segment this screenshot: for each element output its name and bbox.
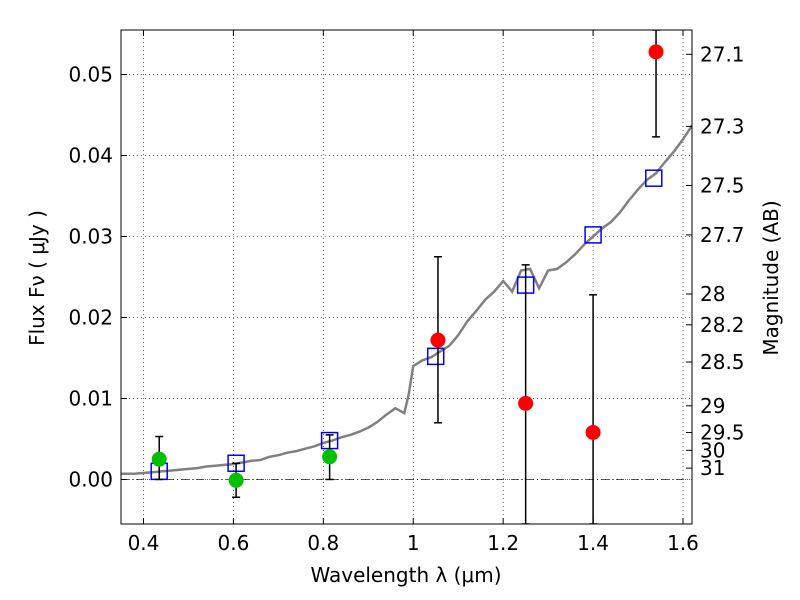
x-tick-label: 0.4: [128, 531, 160, 555]
plot-frame: [120, 29, 693, 525]
plot-area: [121, 30, 692, 524]
plot-marks: [121, 30, 692, 524]
magnitude-tick-label: 30: [700, 438, 725, 462]
magnitude-tick-label: 27.1: [700, 42, 745, 66]
model-photometry-square: [645, 169, 663, 187]
x-axis-ticks: 0.4 0.6 0.8 1 1.2 1.4 1.6: [128, 30, 699, 555]
magnitude-tick-label: 29.5: [700, 420, 745, 444]
model-spectrum-line: [121, 124, 692, 476]
green-data-point: [228, 472, 244, 488]
magnitude-tick-label: 27.7: [700, 223, 745, 247]
green-data-point: [151, 451, 167, 467]
x-tick-label: 1: [407, 531, 420, 555]
y2-axis-label: Magnitude (AB): [759, 200, 783, 355]
red-data-point: [648, 44, 664, 60]
green-data-point: [322, 449, 338, 465]
x-axis-label: Wavelength λ (μm): [310, 563, 501, 587]
red-data-point: [430, 332, 446, 348]
magnitude-tick-label: 27.3: [700, 114, 745, 138]
y-tick-label: 0.01: [68, 386, 113, 410]
x-tick-label: 0.8: [307, 531, 339, 555]
y-tick-label: 0.04: [68, 144, 113, 168]
y-tick-label: 0.03: [68, 225, 113, 249]
magnitude-tick-label: 28.2: [700, 313, 745, 337]
model-photometry-square: [584, 226, 602, 244]
red-data-point: [518, 395, 534, 411]
y-tick-label: 0.00: [68, 467, 113, 491]
model-photometry-square: [426, 347, 445, 366]
x-tick-label: 0.6: [217, 531, 249, 555]
x-tick-label: 1.2: [487, 531, 519, 555]
y-axis-label: Flux Fν ( μJy ): [25, 210, 49, 346]
y-tick-label: 0.02: [68, 305, 113, 329]
red-data-point: [585, 424, 601, 440]
magnitude-tick-label: 28.5: [700, 350, 745, 374]
magnitude-tick-label: 28: [700, 282, 725, 306]
magnitude-tick-label: 31: [700, 456, 725, 480]
x-tick-label: 1.4: [577, 531, 609, 555]
magnitude-tick-label: 27.5: [700, 173, 745, 197]
y-axis-ticks: 0.00 0.01 0.02 0.03 0.04 0.05: [68, 63, 127, 491]
magnitude-tick-label: 29: [700, 394, 725, 418]
x-tick-label: 1.6: [667, 531, 699, 555]
grid-lines: [121, 30, 692, 524]
y-tick-label: 0.05: [68, 63, 113, 87]
